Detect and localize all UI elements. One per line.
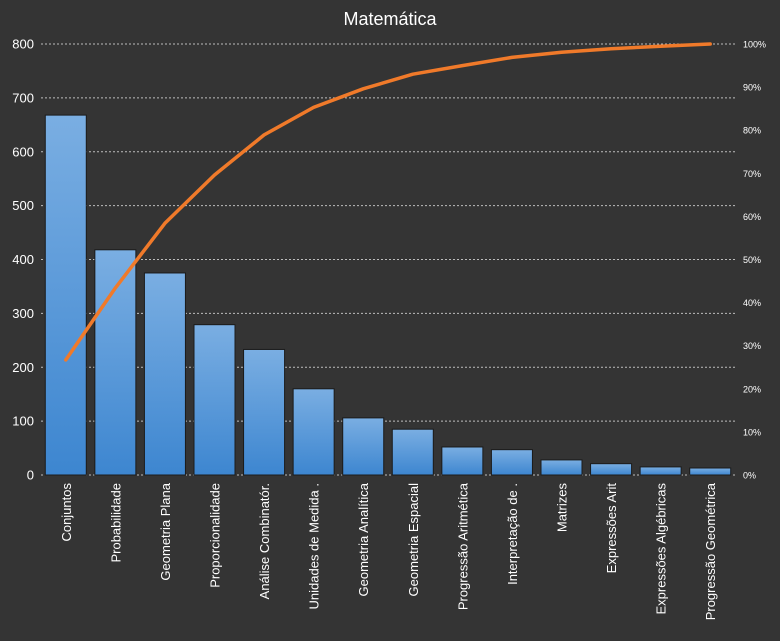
bar <box>292 388 335 476</box>
y-tick-label: 400 <box>12 252 34 267</box>
bar <box>391 428 434 476</box>
bar <box>490 449 533 476</box>
y2-tick-label: 100% <box>743 40 766 50</box>
right-axis: 0% 10% 20% 30% 40% 50% 60% 70% 80% 90% 100% <box>743 40 766 481</box>
y-tick-label: 700 <box>12 90 34 105</box>
y2-tick-label: 0% <box>743 471 756 481</box>
category-label: Progressão Aritmética <box>455 482 470 610</box>
category-label: Expressões Arit <box>604 483 619 574</box>
y2-tick-label: 60% <box>743 212 761 222</box>
category-label: Geometria Espacial <box>406 483 421 597</box>
bar <box>44 114 87 476</box>
y2-tick-label: 30% <box>743 341 761 351</box>
y2-tick-label: 40% <box>743 298 761 308</box>
bar <box>689 467 732 476</box>
category-label: Conjuntos <box>59 483 74 542</box>
y-tick-label: 300 <box>12 306 34 321</box>
bar <box>590 463 633 476</box>
y-tick-label: 0 <box>27 468 34 483</box>
bar <box>540 459 583 476</box>
bar <box>193 324 236 476</box>
bar <box>441 446 484 476</box>
bar <box>342 417 385 476</box>
y-tick-label: 600 <box>12 144 34 159</box>
bar <box>143 272 186 476</box>
category-labels: Conjuntos Probabilidade Geometria Plana Pro… <box>59 482 718 620</box>
cumulative-line <box>64 42 712 362</box>
y-tick-label: 800 <box>12 37 34 52</box>
cumulative-percent-line <box>64 42 712 362</box>
y-tick-label: 500 <box>12 198 34 213</box>
category-label: Matrizes <box>555 483 570 533</box>
y2-tick-label: 70% <box>743 169 761 179</box>
category-label: Probabilidade <box>108 483 123 563</box>
bar <box>94 249 137 476</box>
y2-tick-label: 80% <box>743 126 761 136</box>
y-tick-label: 100 <box>12 414 34 429</box>
category-label: Interpretação de . <box>505 483 520 585</box>
y-tick-label: 200 <box>12 360 34 375</box>
left-axis: 0 100 200 300 400 500 600 700 800 <box>12 37 34 483</box>
y2-tick-label: 20% <box>743 384 761 394</box>
category-label: Análise Combinatór. <box>257 483 272 599</box>
y2-tick-label: 90% <box>743 83 761 93</box>
category-label: Progressão Geométrica <box>703 482 718 620</box>
category-label: Geometria Plana <box>158 482 173 580</box>
bar <box>243 348 286 476</box>
bar <box>639 466 682 476</box>
y2-tick-label: 50% <box>743 255 761 265</box>
category-label: Proporcionalidade <box>208 483 223 588</box>
category-label: Unidades de Medida . <box>307 483 322 609</box>
category-label: Expressões Algébricas <box>654 483 669 615</box>
bars <box>44 114 732 476</box>
chart-title: Matemática <box>343 9 437 29</box>
category-label: Geometria Analítica <box>356 482 371 596</box>
y2-tick-label: 10% <box>743 427 761 437</box>
